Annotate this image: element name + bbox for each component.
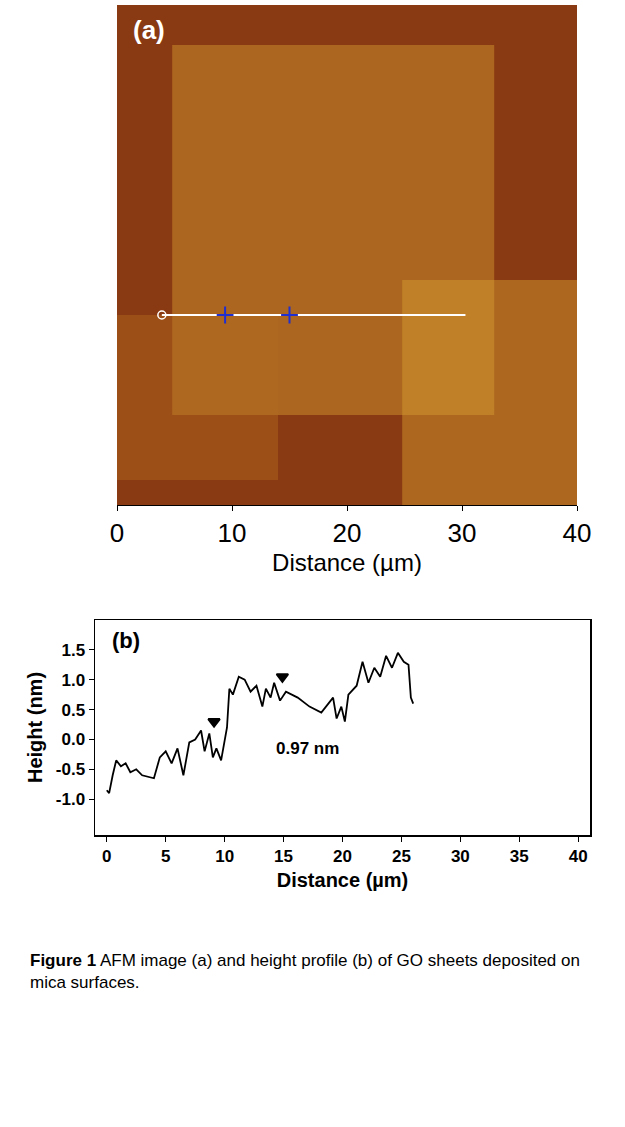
svg-text:Distance (µm): Distance (µm) [277,869,409,891]
svg-text:1.5: 1.5 [61,641,85,660]
svg-text:15: 15 [274,847,293,866]
svg-text:(b): (b) [112,628,140,653]
svg-text:0: 0 [110,518,124,548]
svg-text:Distance (µm): Distance (µm) [272,549,422,576]
svg-text:-1.0: -1.0 [56,790,85,809]
svg-text:-0.5: -0.5 [56,760,85,779]
svg-text:20: 20 [333,518,362,548]
svg-text:10: 10 [215,847,234,866]
svg-text:10: 10 [218,518,247,548]
svg-text:35: 35 [510,847,529,866]
svg-text:0: 0 [102,847,111,866]
svg-text:0.97 nm: 0.97 nm [276,739,339,758]
svg-text:40: 40 [563,518,592,548]
svg-text:30: 30 [448,518,477,548]
svg-text:Height (nm): Height (nm) [24,672,46,783]
svg-text:5: 5 [161,847,170,866]
svg-text:0.5: 0.5 [61,701,85,720]
svg-text:1.0: 1.0 [61,671,85,690]
svg-text:30: 30 [451,847,470,866]
svg-text:20: 20 [333,847,352,866]
svg-text:0.0: 0.0 [61,730,85,749]
html-text:Figure 1 AFM image (a) and hei: Figure 1 AFM image (a) and height profil… [30,951,580,993]
svg-text:40: 40 [569,847,588,866]
svg-text:25: 25 [392,847,411,866]
svg-text:(a): (a) [133,15,165,45]
